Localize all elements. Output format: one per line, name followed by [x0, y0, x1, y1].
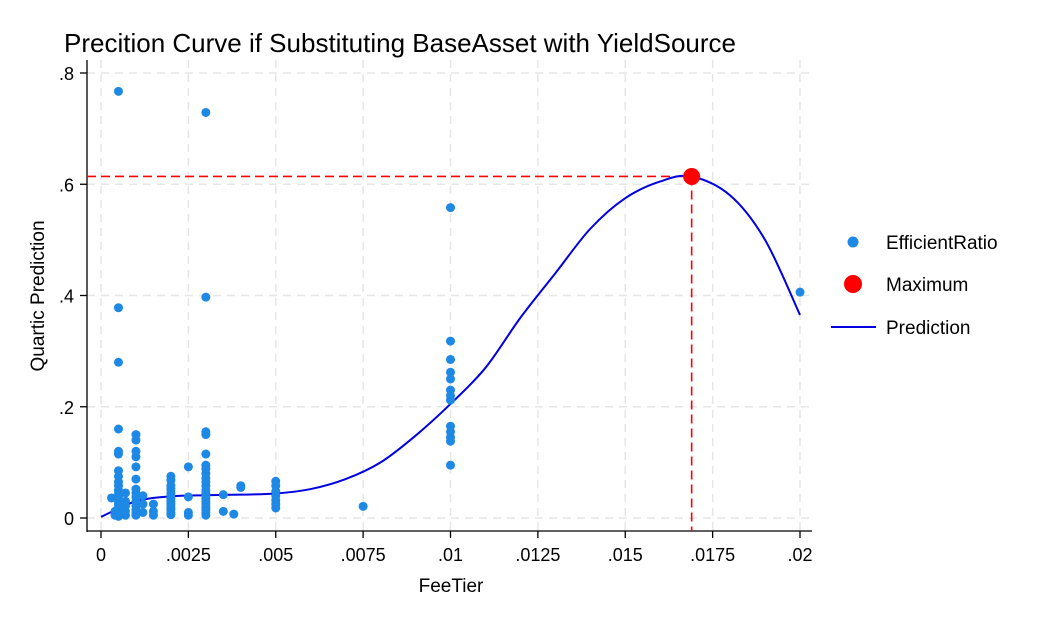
scatter-points — [106, 86, 805, 521]
legend-efficientratio-marker — [847, 236, 859, 248]
y-tick-label: .2 — [59, 398, 74, 418]
efficientratio-point — [229, 509, 239, 519]
efficientratio-point — [113, 357, 123, 367]
y-tick-label: .4 — [59, 287, 74, 307]
efficientratio-point — [138, 499, 148, 509]
x-tick-label: .0125 — [515, 545, 560, 565]
efficientratio-point — [218, 506, 228, 516]
efficientratio-point — [138, 491, 148, 501]
reference-lines — [87, 175, 693, 531]
efficientratio-point — [446, 203, 455, 213]
efficientratio-point — [358, 501, 368, 511]
legend: EfficientRatio Maximum Prediction — [831, 233, 998, 339]
x-tick-label: .0175 — [690, 545, 735, 565]
efficientratio-point — [236, 482, 246, 492]
chart-title: Precition Curve if Substituting BaseAsse… — [64, 28, 736, 58]
efficientratio-point — [131, 435, 141, 445]
efficientratio-point — [113, 511, 123, 521]
tick-labels: 0 .0025 .005 .0075 .01 .0125 .015 .0175 .02 0 .2 .4… — [59, 64, 813, 565]
efficientratio-point — [183, 510, 193, 520]
efficientratio-point — [120, 510, 130, 520]
efficientratio-point — [113, 449, 123, 459]
grid-lines — [87, 60, 812, 531]
efficientratio-point — [113, 424, 123, 434]
efficientratio-point — [131, 474, 141, 484]
efficientratio-point — [201, 510, 211, 520]
efficientratio-point — [131, 462, 141, 472]
efficientratio-point — [218, 490, 228, 500]
y-tick-label: .8 — [59, 64, 74, 84]
x-tick-label: .015 — [608, 545, 643, 565]
efficientratio-point — [148, 499, 158, 509]
x-tick-label: .01 — [438, 545, 463, 565]
efficientratio-point — [446, 460, 455, 470]
efficientratio-point — [271, 503, 281, 513]
efficientratio-point — [795, 287, 805, 297]
efficientratio-point — [166, 510, 176, 520]
efficientratio-point — [131, 452, 141, 462]
legend-efficientratio-label: EfficientRatio — [886, 233, 998, 254]
efficientratio-point — [183, 462, 193, 472]
x-tick-label: .005 — [258, 545, 293, 565]
efficientratio-point — [201, 292, 211, 302]
efficientratio-point — [446, 367, 455, 377]
x-tick-label: 0 — [96, 545, 106, 565]
x-axis-label: FeeTier — [419, 576, 484, 597]
efficientratio-point — [446, 336, 455, 346]
efficientratio-point — [120, 488, 130, 498]
efficientratio-point — [183, 492, 193, 502]
maximum-point — [683, 167, 701, 185]
legend-maximum-marker — [844, 275, 862, 293]
efficientratio-point — [201, 107, 211, 117]
efficientratio-point — [148, 510, 158, 520]
efficientratio-point — [113, 303, 123, 313]
y-tick-label: .6 — [59, 175, 74, 195]
x-tick-label: .02 — [787, 545, 812, 565]
maximum-marker — [683, 167, 701, 185]
efficientratio-point — [131, 510, 141, 520]
efficientratio-point — [201, 449, 211, 459]
efficientratio-point — [106, 493, 116, 503]
efficientratio-point — [446, 395, 455, 405]
y-axis-label: Quartic Prediction — [28, 220, 49, 371]
legend-prediction-label: Prediction — [886, 318, 971, 339]
x-tick-label: .0075 — [341, 545, 386, 565]
efficientratio-point — [446, 354, 455, 364]
efficientratio-point — [446, 374, 455, 384]
legend-maximum-label: Maximum — [886, 275, 968, 296]
efficientratio-point — [113, 86, 123, 96]
efficientratio-point — [446, 436, 455, 446]
efficientratio-point — [201, 430, 211, 440]
y-tick-label: 0 — [64, 509, 74, 529]
efficientratio-point — [138, 507, 148, 517]
x-tick-label: .0025 — [166, 545, 211, 565]
